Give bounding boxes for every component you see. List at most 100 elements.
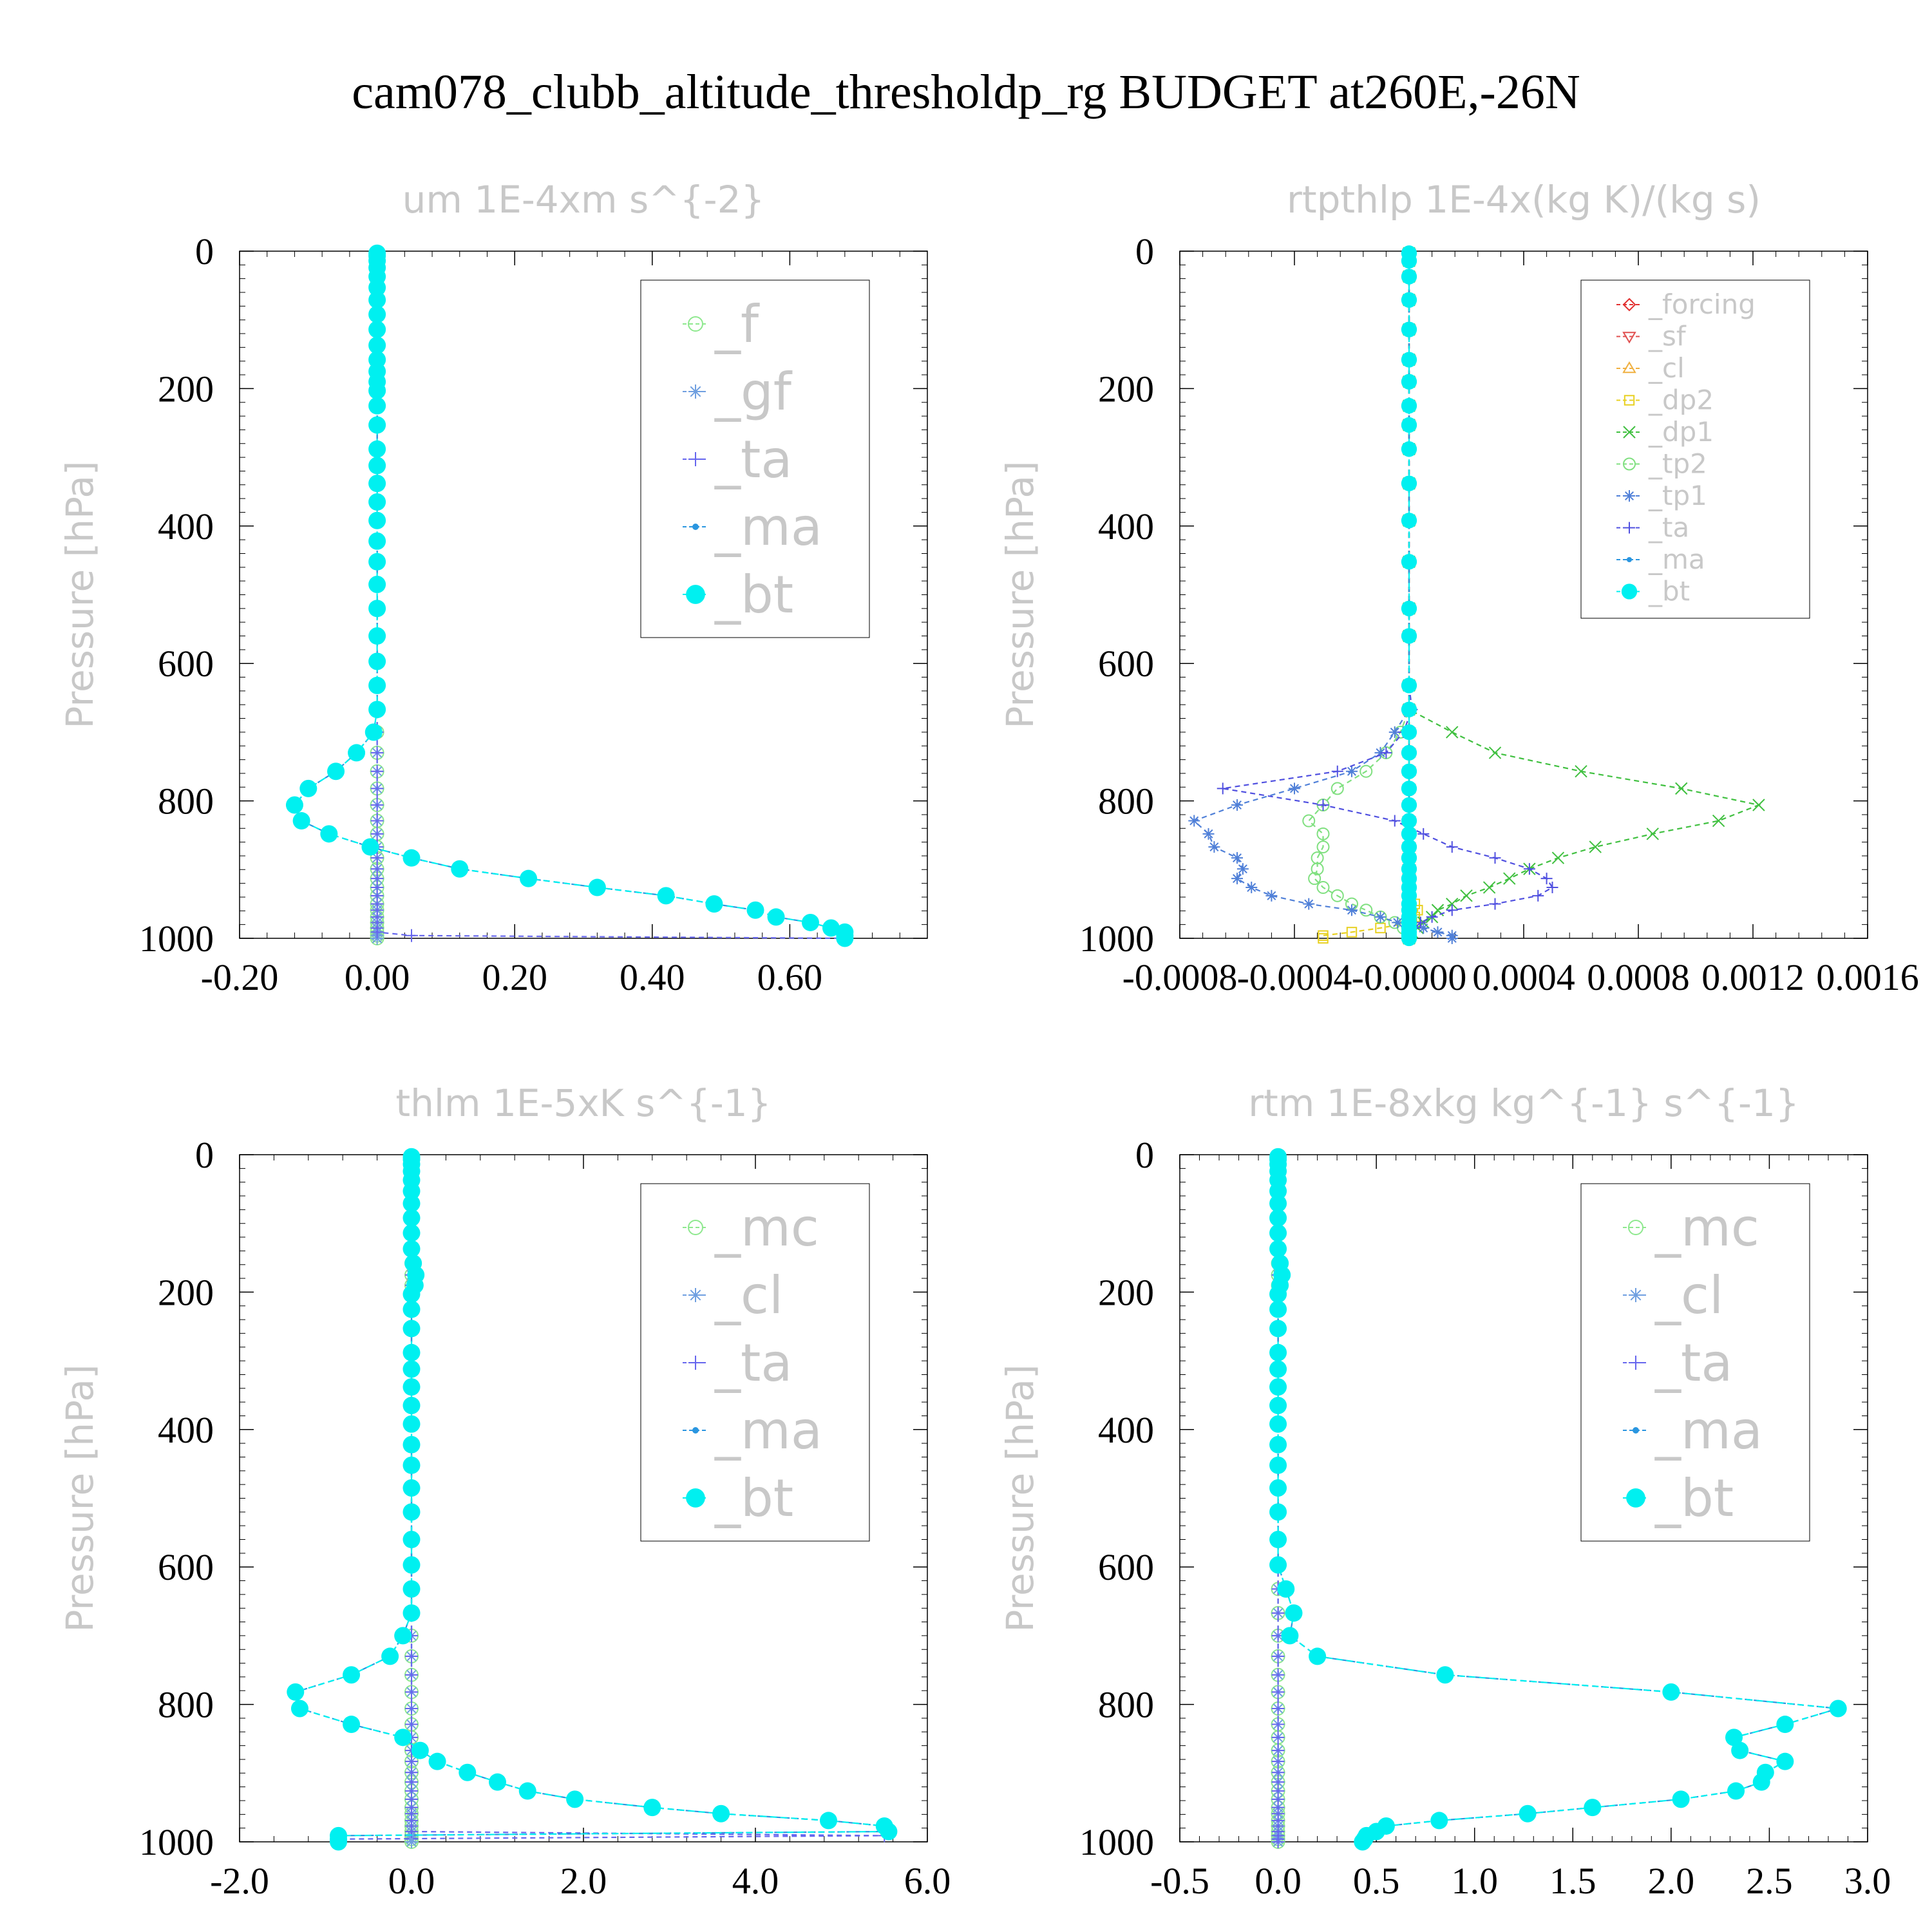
data-point [1374,911,1387,923]
data-point [402,1285,421,1303]
data-point [402,1240,421,1258]
data-point [368,382,386,400]
legend-label: _cl [714,1265,783,1325]
data-point [370,827,384,840]
data-point [1271,1755,1285,1768]
data-point [1303,898,1315,910]
data-point [1269,1240,1287,1258]
x-tick-label: 2.0 [560,1860,607,1902]
data-point [1401,701,1417,717]
data-point [1188,815,1200,827]
data-point [1318,933,1329,944]
data-point [368,627,386,645]
y-tick-label: 400 [1098,506,1154,547]
x-tick-label: -0.0008 [1122,956,1238,998]
series-ta [1217,247,1558,944]
data-point [343,1666,361,1684]
x-tick-label: 0.0004 [1472,956,1575,998]
data-point [1575,765,1587,778]
legend-label: _ma [714,497,822,557]
data-point [1401,600,1417,616]
data-point [1346,927,1358,938]
data-point [368,321,386,339]
data-point [1271,1744,1285,1757]
legend-label: _ta [1654,1333,1732,1393]
legend-label: _dp2 [1648,384,1714,416]
x-tick-label: 0.40 [620,956,685,998]
data-point [402,1604,421,1622]
data-point [368,336,386,354]
data-point [411,1741,429,1759]
series-line [1408,253,1761,938]
series-line [294,253,846,938]
data-point [405,1685,418,1699]
x-tick-label: 0.0016 [1816,956,1919,998]
legend-marker [1624,490,1635,502]
data-point [1712,814,1725,828]
data-point [1331,765,1343,777]
data-point [1316,840,1330,854]
legend-label: _forcing [1648,289,1756,320]
data-point [705,895,723,913]
legend-marker [688,316,703,332]
legend-label: _gf [714,362,793,422]
data-point [1354,1833,1372,1851]
y-tick-label: 0 [1135,231,1154,272]
data-point [299,779,317,797]
data-point [402,1343,421,1361]
data-point [1392,916,1404,929]
legend-label: _sf [1648,321,1687,352]
y-axis-label: Pressure [hPa] [58,460,102,728]
x-tick-label: -0.5 [1150,1860,1209,1902]
y-tick-label: 200 [1098,1271,1154,1313]
data-point [1316,827,1330,840]
panel-title: rtpthlp 1E-4x(kg K)/(kg s) [1287,178,1761,222]
data-point [1489,898,1501,910]
data-point [1401,513,1417,529]
data-point [1271,1606,1285,1620]
y-tick-label: 400 [158,506,214,547]
data-point [368,701,386,719]
data-point [368,305,386,323]
x-tick-label: 6.0 [904,1860,951,1902]
data-point [1401,417,1417,433]
x-tick-label: 0.0008 [1587,956,1690,998]
data-point [1446,904,1458,916]
legend-label: _cl [1654,1265,1723,1325]
y-tick-label: 600 [1098,1546,1154,1588]
data-point [1359,904,1373,917]
data-point [1269,1556,1287,1574]
y-tick-label: 800 [158,1684,214,1726]
data-point [1401,826,1417,842]
data-point [1446,933,1458,944]
legend-marker [692,1427,699,1434]
data-point [1309,1647,1327,1665]
data-point [746,901,764,919]
data-point [1217,782,1229,795]
data-point [402,849,421,867]
data-point [1269,1378,1287,1396]
data-point [1265,889,1278,902]
data-point [402,1360,421,1378]
data-point [1401,352,1417,368]
series-line [1193,253,1453,938]
legend: _mc _cl _ta _ma _bt [1580,1183,1810,1542]
data-point [402,1456,421,1474]
legend-marker [686,1488,705,1508]
data-point [368,416,386,434]
legend-marker [688,452,703,466]
data-point [1269,1360,1287,1378]
data-point [1401,763,1417,779]
y-tick-label: 600 [1098,643,1154,685]
data-point [1401,838,1417,855]
data-point [1489,852,1501,864]
data-point [368,575,386,593]
x-tick-label: 2.5 [1746,1860,1793,1902]
x-tick-label: 0.0012 [1701,956,1804,998]
data-point [1271,1702,1285,1715]
chart-panels: -0.20 0.00 0.20 0.40 0.6002004006008001000um… [58,178,1919,1902]
data-point [327,762,345,781]
x-tick-label: 1.0 [1451,1860,1498,1902]
data-point [370,746,384,759]
